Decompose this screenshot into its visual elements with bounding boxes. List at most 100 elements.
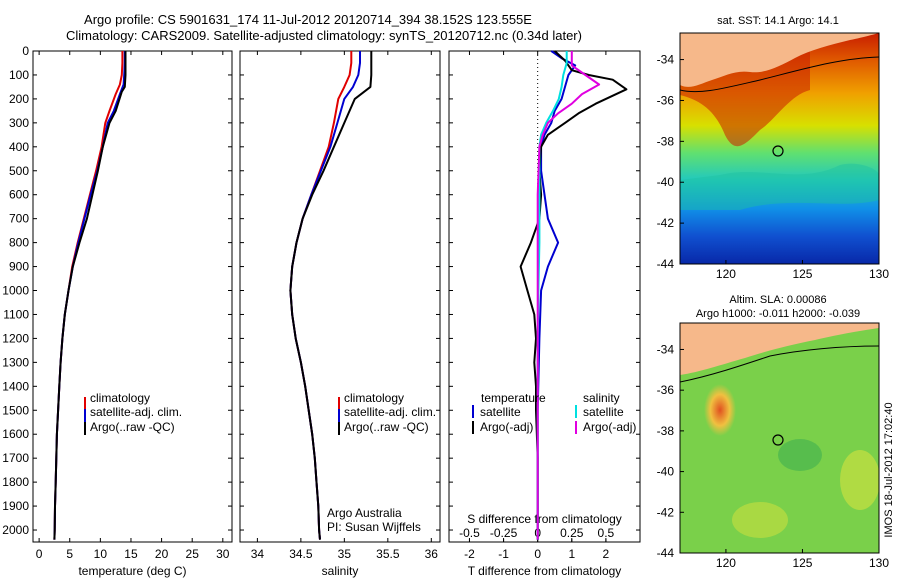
legend-clim-label: climatology: [90, 391, 150, 405]
map-lat-label: -44: [657, 257, 675, 271]
legend-s-sat-label: satellite: [583, 405, 624, 419]
x-tick-label: 35.5: [376, 547, 400, 561]
salinity-legend: climatology satellite-adj. clim. Argo(..…: [327, 391, 436, 534]
plot-frame: [32, 50, 233, 543]
legend-s-argo-label: Argo(-adj): [583, 420, 636, 434]
map-lat-label: -36: [657, 93, 675, 107]
figure-title-line-1: Argo profile: CS 5901631_174 11-Jul-2012…: [84, 12, 532, 27]
plot-frame: [239, 50, 441, 543]
argo-australia-label: Argo Australia: [327, 506, 402, 520]
sla-argo-position-marker: [772, 434, 784, 446]
sla-map-subtitle: Argo h1000: -0.011 h2000: -0.039: [696, 308, 860, 320]
map-lat-label: -40: [657, 175, 675, 189]
sst-map-title: sat. SST: 14.1 Argo: 14.1: [717, 15, 839, 27]
sst-cool-band: [680, 163, 879, 210]
map-lon-label: 120: [716, 267, 736, 281]
sla-green-patch: [778, 439, 822, 471]
legend-argo-label: Argo(..raw -QC): [344, 420, 429, 434]
temperature-legend: climatology satellite-adj. clim. Argo(..…: [84, 391, 182, 435]
sla-high-anomaly: [704, 384, 736, 436]
depth-tick-label: 2000: [2, 523, 29, 537]
legend-argo-label: Argo(..raw -QC): [90, 420, 175, 434]
sla-yellow-patch: [840, 450, 879, 510]
depth-tick-label: 800: [9, 236, 29, 250]
x-axis-label: salinity: [322, 564, 359, 578]
depth-tick-label: 1600: [2, 427, 29, 441]
depth-tick-label: 1900: [2, 499, 29, 513]
map-lat-label: -38: [657, 134, 675, 148]
legend-sat-label: satellite-adj. clim.: [344, 405, 436, 419]
depth-tick-label: 1100: [3, 307, 29, 321]
depth-tick-label: 1200: [2, 331, 29, 345]
legend-t-argo-label: Argo(-adj): [480, 420, 533, 434]
sst-contour: [680, 56, 879, 93]
s-diff-tick-label: 0.5: [598, 526, 615, 540]
sst-land: [680, 33, 879, 87]
map-lat-label: -34: [657, 342, 675, 356]
map-lat-label: -40: [657, 465, 675, 479]
s-diff-tick-label: 0.25: [560, 526, 584, 540]
series-line-satellite-adj-clim: [53, 51, 126, 540]
legend-sat-label: satellite-adj. clim.: [90, 405, 182, 419]
x-tick-label: 25: [186, 547, 200, 561]
map-lat-label: -42: [657, 505, 675, 519]
differences-legend: temperature satellite Argo(-adj) salinit…: [472, 391, 636, 434]
depth-tick-label: 400: [9, 140, 29, 154]
sst-map-frame: [679, 32, 880, 265]
differences-panel: -2 -1 0 1 2 T difference from climatology -0.5…: [448, 50, 641, 578]
legend-t-sat-label: satellite: [480, 405, 521, 419]
x-tick-label: 5: [66, 547, 73, 561]
x-tick-label: 15: [124, 547, 138, 561]
map-lon-label: 130: [869, 556, 889, 570]
sla-yellow-patch: [732, 502, 788, 538]
depth-tick-label: 700: [9, 212, 29, 226]
depth-tick-label: 1700: [2, 451, 29, 465]
map-lat-label: -36: [657, 383, 675, 397]
x-tick-label: -1: [498, 547, 509, 561]
series-line-climatology: [53, 51, 124, 540]
x-tick-label: 20: [155, 547, 169, 561]
series-line-satellite-adj-clim: [289, 51, 361, 540]
series-line-argo-raw-qc: [289, 51, 373, 540]
depth-tick-label: 600: [9, 188, 29, 202]
series-line-argo-raw-qc: [53, 51, 127, 540]
sla-map-frame: [679, 322, 880, 554]
sla-land: [680, 323, 879, 375]
map-lat-label: -44: [657, 546, 675, 560]
x-tick-label: 2: [603, 547, 610, 561]
depth-tick-label: 0: [22, 44, 29, 58]
s-diff-tick-label: -0.5: [459, 526, 480, 540]
series-line-t-argo-adj: [519, 50, 628, 540]
map-lon-label: 125: [792, 267, 812, 281]
pi-name-label: PI: Susan Wijffels: [327, 520, 421, 534]
x-axis-label: temperature (deg C): [78, 564, 186, 578]
sla-map-title: Altim. SLA: 0.00086: [729, 294, 826, 306]
x-tick-label: 10: [94, 547, 108, 561]
temperature-panel: 0100200300400500600700800900100011001200…: [2, 44, 233, 578]
x-tick-label: -2: [464, 547, 475, 561]
legend-clim-label: climatology: [344, 391, 404, 405]
s-diff-axis-label: S difference from climatology: [467, 512, 622, 526]
map-lon-label: 125: [792, 556, 812, 570]
x-axis-label: T difference from climatology: [468, 564, 622, 578]
depth-tick-label: 100: [9, 68, 29, 82]
map-lon-label: 130: [869, 267, 889, 281]
map-lat-label: -38: [657, 424, 675, 438]
x-tick-label: 0: [36, 547, 43, 561]
sla-contour: [680, 345, 879, 383]
depth-tick-label: 1300: [2, 355, 29, 369]
plot-frame: [448, 50, 641, 543]
depth-tick-label: 900: [9, 260, 29, 274]
x-tick-label: 34.5: [289, 547, 313, 561]
depth-tick-label: 1800: [2, 475, 29, 489]
s-diff-tick-label: -0.25: [490, 526, 518, 540]
map-axes: 120 125 130 -34 -36 -38 -40 -42 -44 120 125 130 -34 -…: [657, 53, 890, 570]
depth-tick-label: 300: [9, 116, 29, 130]
depth-tick-label: 1000: [2, 284, 29, 298]
map-lat-label: -42: [657, 216, 675, 230]
map-lon-label: 120: [716, 556, 736, 570]
depth-tick-label: 1500: [2, 403, 29, 417]
x-tick-label: 0: [534, 547, 541, 561]
figure-title-line-2: Climatology: CARS2009. Satellite-adjuste…: [66, 28, 582, 43]
map-lat-label: -34: [657, 53, 675, 67]
